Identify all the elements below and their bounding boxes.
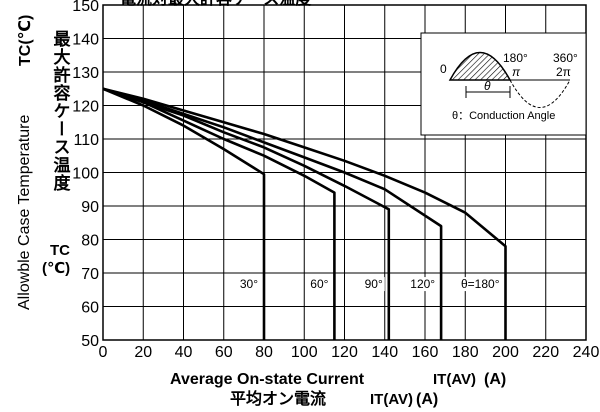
x-tick-label: 200 (492, 344, 519, 361)
x-axis-label-jp: 平均オン電流 (230, 389, 326, 408)
conduction-angle-inset: 0 180° π 360° 2π θ θ：Conduction Angle (420, 32, 587, 136)
y-tick-label: 110 (73, 132, 99, 149)
series-line-3 (102, 87, 443, 340)
x-axis-label: Average On-state Current (170, 371, 365, 388)
inset-360-label: 360° (553, 51, 578, 65)
y-tick-label: 120 (72, 99, 99, 116)
series-line-2 (102, 87, 391, 340)
chart-title: 電流対最大許容ケース温度 (120, 0, 312, 8)
series-label-bg (235, 277, 260, 292)
inset-zero-label: 0 (440, 62, 447, 76)
inset-hatched-area (448, 51, 512, 81)
series-label-bg (405, 277, 438, 292)
y-tick-label: 140 (72, 32, 99, 49)
y-axis-label-jp: 最大許容ケース温度 (51, 30, 71, 192)
y-axis-symbol: TC(℃) (17, 15, 34, 66)
inset-pi-label: π (512, 65, 521, 79)
x-tick-label: 80 (255, 344, 273, 361)
series-line-4 (102, 87, 507, 340)
series-label-bg (455, 277, 502, 292)
series-label-4: θ=180° (461, 277, 500, 291)
x-axis-symbol-jp: IT(AV) (370, 391, 413, 408)
tick-labels: 0 20 40 60 80 100 120 140 160 180 200 220 240 50 60 70 8… (72, 0, 599, 361)
y-tick-label: 50 (81, 333, 99, 350)
series-label-3: 120° (410, 277, 435, 291)
y-tick-label: 150 (72, 0, 99, 15)
y-axis-label: Allowble Case Temperature (16, 115, 33, 310)
inset-box (420, 32, 587, 136)
x-tick-label: 60 (215, 344, 233, 361)
x-tick-label: 100 (291, 344, 318, 361)
x-tick-label: 120 (331, 344, 358, 361)
y-axis-unit-2: (℃) (42, 260, 70, 277)
series-label-bg (305, 277, 331, 292)
x-axis-symbol: IT(AV) (433, 371, 476, 388)
series-label-2: 90° (365, 277, 383, 291)
y-tick-label: 90 (81, 199, 99, 216)
inset-theta-label: θ (484, 79, 491, 93)
inset-180-label: 180° (503, 51, 528, 65)
x-tick-label: 20 (134, 344, 152, 361)
series-label-bg (359, 277, 385, 292)
series-label-0: 30° (240, 277, 258, 291)
series-line-0 (102, 87, 266, 340)
x-tick-label: 160 (412, 344, 439, 361)
x-axis-unit-jp: (A) (416, 391, 438, 408)
y-tick-label: 100 (72, 166, 99, 183)
y-tick-label: 60 (81, 300, 99, 317)
inset-2pi-label: 2π (556, 65, 571, 79)
x-tick-label: 40 (175, 344, 193, 361)
y-axis-symbol-2: TC (50, 242, 70, 259)
series-labels: 30° 60° 90° 120° θ=180° (235, 277, 502, 292)
x-axis-unit: (A) (484, 371, 506, 388)
x-tick-label: 140 (371, 344, 398, 361)
y-tick-label: 130 (72, 65, 99, 82)
x-tick-label: 240 (573, 344, 600, 361)
y-tick-label: 80 (81, 233, 99, 250)
plot-frame (102, 4, 587, 341)
x-tick-label: 180 (452, 344, 479, 361)
x-tick-label: 0 (99, 344, 108, 361)
inset-caption: θ：Conduction Angle (452, 110, 555, 122)
x-tick-label: 220 (532, 344, 559, 361)
series-lines (102, 87, 507, 340)
series-label-1: 60° (310, 277, 328, 291)
inset-dashed-wave (509, 79, 571, 108)
y-tick-label: 70 (81, 266, 99, 283)
